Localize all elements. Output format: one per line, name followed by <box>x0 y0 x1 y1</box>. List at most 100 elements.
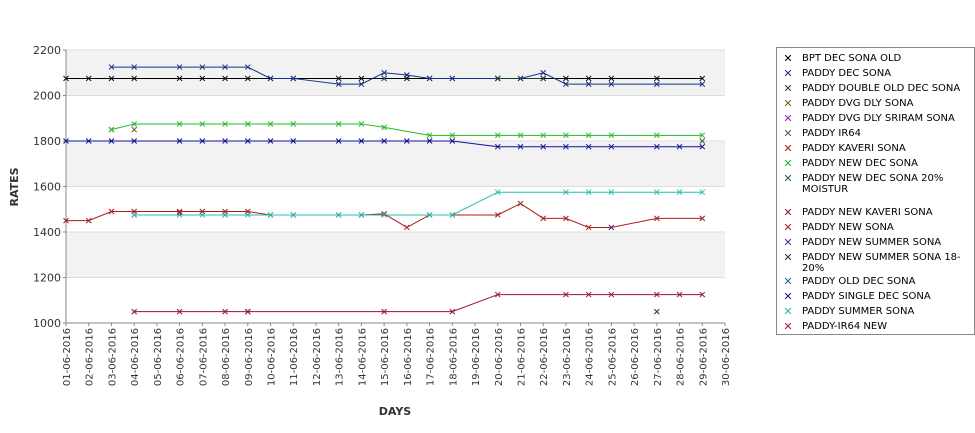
grid-bands <box>66 50 725 323</box>
data-point <box>449 212 456 218</box>
data-point <box>449 138 456 144</box>
legend-marker-icon: ✕ <box>783 157 793 170</box>
point-stroke <box>199 138 206 144</box>
x-tick-label: 25-06-2016 <box>607 328 618 386</box>
point-stroke <box>222 308 228 315</box>
point-stroke <box>540 215 547 222</box>
data-point <box>199 75 206 82</box>
data-point <box>653 81 660 87</box>
data-point <box>563 81 569 87</box>
point-stroke <box>176 212 183 218</box>
point-stroke <box>608 224 615 231</box>
point-stroke <box>358 81 365 87</box>
grid-band <box>66 186 725 232</box>
legend-label: PADDY SINGLE DEC SONA <box>802 291 931 302</box>
data-point <box>699 132 706 139</box>
point-stroke <box>85 217 92 224</box>
legend-item: ✕ PADDY-IR64 NEW <box>781 321 972 332</box>
point-stroke <box>244 138 251 144</box>
legend-label: PADDY IR64 <box>802 128 861 139</box>
data-point <box>85 217 92 224</box>
data-point <box>563 75 569 82</box>
point-stroke <box>199 64 206 70</box>
legend-item: ✕ PADDY OLD DEC SONA <box>781 276 972 287</box>
data-point <box>699 75 706 82</box>
point-stroke <box>404 72 410 78</box>
point-stroke <box>131 64 138 70</box>
legend-item: ✕ PADDY NEW SONA <box>781 222 972 233</box>
legend-label: PADDY NEW KAVERI SONA <box>802 207 933 218</box>
point-stroke <box>381 124 387 131</box>
legend-item: ✕ BPT DEC SONA OLD <box>781 53 972 64</box>
grid-band <box>66 277 725 323</box>
data-point <box>244 64 251 70</box>
x-tick-label: 22-06-2016 <box>539 328 550 386</box>
data-point <box>358 212 365 218</box>
data-point <box>563 189 569 196</box>
legend-marker-icon: ✕ <box>783 305 793 318</box>
grid-band <box>66 50 725 96</box>
data-point <box>608 75 615 82</box>
data-point <box>699 291 706 298</box>
data-point <box>244 138 251 144</box>
data-point <box>199 212 206 218</box>
point-stroke <box>290 121 297 127</box>
point-stroke <box>608 189 615 196</box>
legend-item: ✕ PADDY NEW KAVERI SONA <box>781 207 972 218</box>
legend-marker-icon: ✕ <box>783 67 793 80</box>
data-point <box>358 75 365 82</box>
point-stroke <box>699 75 706 82</box>
data-point <box>676 189 683 196</box>
x-tick-label: 19-06-2016 <box>471 328 482 386</box>
legend-item: ✕ PADDY NEW DEC SONA <box>781 158 972 169</box>
point-stroke <box>222 138 228 144</box>
point-stroke <box>131 121 138 127</box>
data-point <box>131 212 138 218</box>
data-point <box>540 69 547 76</box>
data-point <box>517 132 524 139</box>
point-stroke <box>449 75 456 82</box>
x-tick-label: 03-06-2016 <box>107 328 118 386</box>
point-stroke <box>267 121 274 127</box>
point-stroke <box>108 75 115 82</box>
data-point <box>426 138 433 144</box>
data-point <box>335 121 342 127</box>
point-stroke <box>335 121 342 127</box>
x-tick-label: 16-06-2016 <box>403 328 414 386</box>
point-stroke <box>199 75 206 82</box>
data-point <box>494 291 501 298</box>
data-point <box>676 291 683 298</box>
point-stroke <box>222 75 228 82</box>
data-point <box>176 121 183 127</box>
legend-item: ✕ PADDY DEC SONA <box>781 68 972 79</box>
data-point <box>335 81 342 87</box>
point-stroke <box>494 132 501 139</box>
point-stroke <box>358 212 365 218</box>
point-stroke <box>608 132 615 139</box>
point-stroke <box>426 132 433 139</box>
data-point <box>699 143 706 150</box>
data-point <box>494 143 501 150</box>
point-stroke <box>108 208 115 215</box>
data-point <box>358 121 365 127</box>
legend-item: ✕ PADDY DVG DLY SONA <box>781 98 972 109</box>
data-point <box>517 200 524 207</box>
legend-marker-icon: ✕ <box>783 172 793 185</box>
point-stroke <box>267 138 274 144</box>
x-tick-label: 24-06-2016 <box>585 328 596 386</box>
point-stroke <box>699 143 706 150</box>
data-point <box>108 138 115 144</box>
point-stroke <box>63 217 69 224</box>
data-point <box>244 212 251 218</box>
data-point <box>63 138 69 144</box>
data-point <box>699 138 706 144</box>
point-stroke <box>426 212 433 218</box>
y-tick-label: 1200 <box>33 272 61 285</box>
data-point <box>222 64 228 70</box>
point-stroke <box>563 75 569 82</box>
data-point <box>653 75 660 82</box>
x-tick-label: 05-06-2016 <box>153 328 164 386</box>
x-axis-title: DAYS <box>379 405 412 418</box>
point-stroke <box>85 138 92 144</box>
